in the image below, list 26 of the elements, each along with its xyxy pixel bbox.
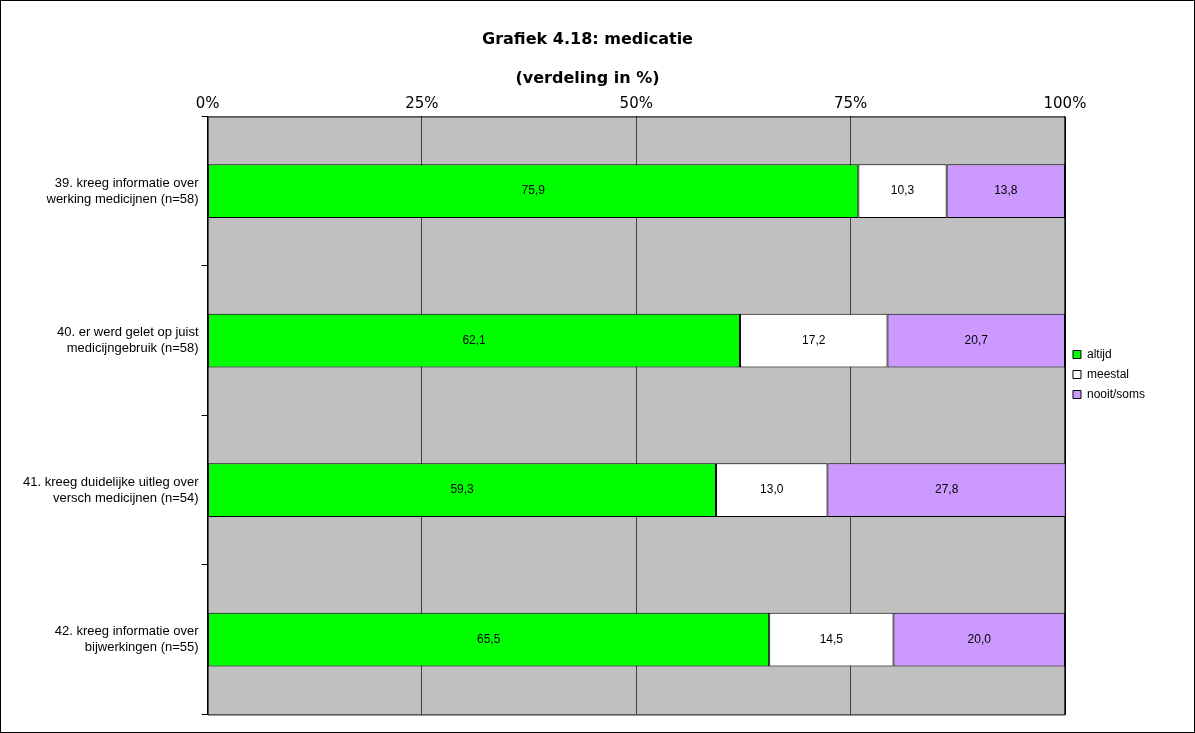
data-label: 65,5 [476,631,501,646]
legend-label: meestal [1086,366,1130,381]
legend-label: nooit/soms [1086,386,1146,401]
data-label: 27,8 [934,482,959,497]
data-label: 75,9 [521,183,546,198]
y-tick-label: 40. er werd gelet op juist medicijngebruik (n=58) [56,324,199,356]
data-label: 20,0 [967,631,992,646]
data-label: 20,7 [964,332,989,347]
legend-label: altijd [1086,346,1112,361]
data-label: 59,3 [450,482,475,497]
chart-title: Grafiek 4.18: medicatie [482,28,694,48]
chart-subtitle: (verdeling in %) [515,67,660,87]
data-label: 10,3 [890,183,915,198]
x-tick-label: 25% [405,94,439,113]
data-label: 14,5 [819,631,844,646]
data-label: 13,0 [760,482,784,497]
x-tick-label: 75% [833,94,868,113]
data-label: 17,2 [802,332,826,347]
x-tick-label: 100% [1043,94,1087,113]
y-tick-label: 39. kreeg informatie over werking medicijnen (n=58) [45,174,200,206]
y-tick-label: 41. kreeg duidelijke uitleg over versch medicijnen (n=54) [23,473,200,505]
data-label: 62,1 [462,332,487,347]
data-label: 13,8 [994,183,1018,198]
x-tick-label: 50% [619,94,653,113]
x-tick-label: 0% [195,94,220,113]
y-tick-label: 42. kreeg informatie over bijwerkingen (n=55) [54,623,200,655]
